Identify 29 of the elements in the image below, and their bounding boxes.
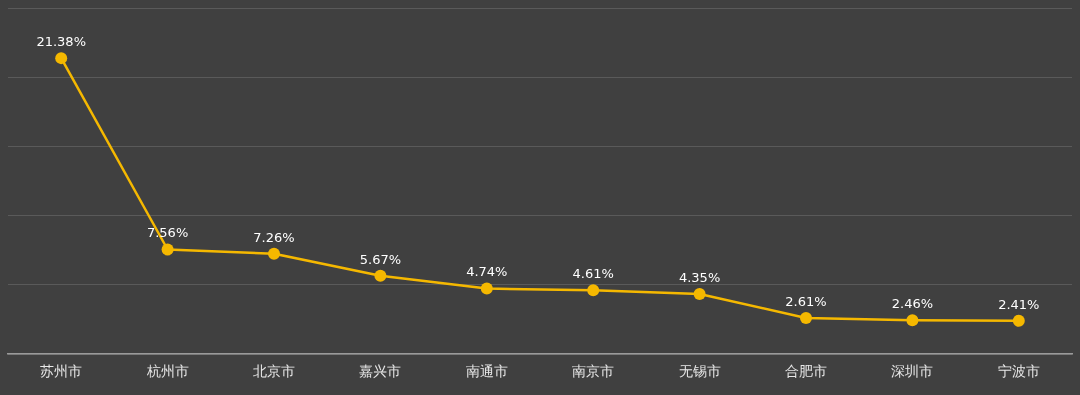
data-label: 4.74%: [466, 264, 508, 280]
point: [55, 52, 68, 65]
x-tick-label: 苏州市: [40, 363, 83, 380]
data-label: 2.41%: [998, 296, 1040, 312]
x-tick-label: 南通市: [465, 363, 508, 380]
point: [906, 314, 919, 327]
point: [693, 287, 706, 300]
point: [268, 247, 280, 260]
data-label: 21.38%: [36, 34, 86, 49]
x-tick-label: 北京市: [253, 363, 295, 380]
point: [374, 269, 387, 282]
point: [480, 282, 493, 295]
data-label: 7.26%: [253, 229, 295, 245]
data-label: 4.61%: [572, 266, 614, 282]
x-tick-label: 合肥市: [785, 363, 827, 380]
data-label: 4.35%: [678, 269, 721, 285]
data-label: 2.61%: [785, 293, 827, 309]
x-tick-label: 嘉兴市: [359, 363, 402, 380]
data-label: 2.46%: [891, 296, 934, 312]
point: [587, 284, 600, 297]
point: [800, 312, 812, 325]
data-label: 5.67%: [359, 251, 402, 267]
point: [1012, 314, 1025, 327]
x-tick-label: 南京市: [572, 363, 615, 380]
x-tick-label: 深圳市: [891, 363, 934, 380]
x-tick-label: 宁波市: [997, 363, 1040, 380]
x-tick-label: 无锡市: [678, 363, 721, 380]
x-tick-label: 杭州市: [145, 363, 189, 380]
point: [161, 243, 174, 256]
